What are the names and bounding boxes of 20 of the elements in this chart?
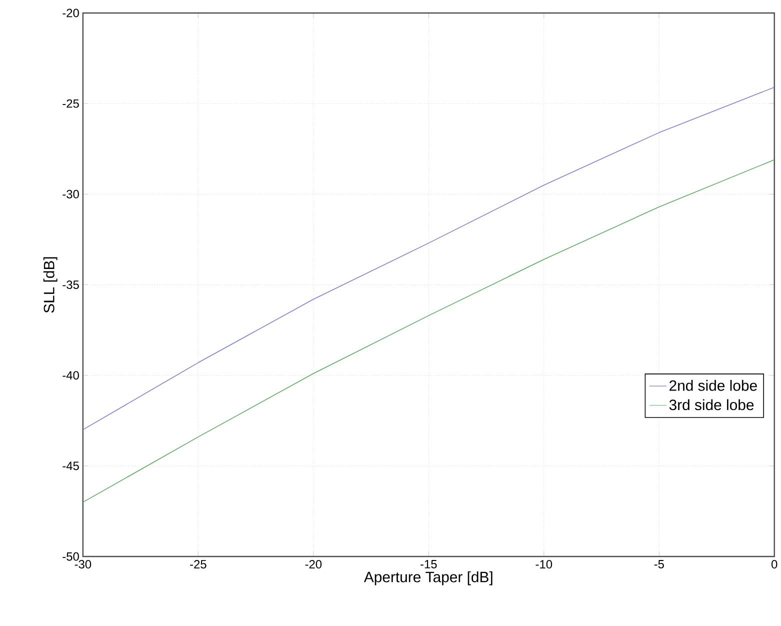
x-tick-label: 0 [772, 560, 778, 568]
line-series [82, 159, 774, 502]
x-axis-title: Aperture Taper [dB] [364, 571, 492, 586]
y-tick-label: -20 [62, 8, 79, 17]
x-tick-label: -15 [420, 560, 437, 568]
x-tick-label: -25 [190, 560, 206, 568]
y-tick-label: -25 [62, 99, 79, 108]
legend-label: 2nd side lobe [670, 380, 757, 391]
y-axis-title: SLL [dB] [43, 256, 58, 312]
line-series [82, 86, 774, 430]
y-tick-label: -50 [62, 552, 79, 561]
legend-label: 3rd side lobe [669, 398, 754, 410]
x-tick-label: -5 [654, 560, 664, 568]
y-tick-label: -30 [62, 190, 79, 198]
y-tick-label: -35 [62, 280, 79, 289]
y-tick-label: -45 [62, 462, 79, 470]
x-tick-label: -30 [74, 560, 92, 568]
x-tick-label: -10 [536, 560, 552, 568]
x-tick-label: -20 [305, 560, 322, 568]
y-tick-label: -40 [62, 370, 79, 380]
